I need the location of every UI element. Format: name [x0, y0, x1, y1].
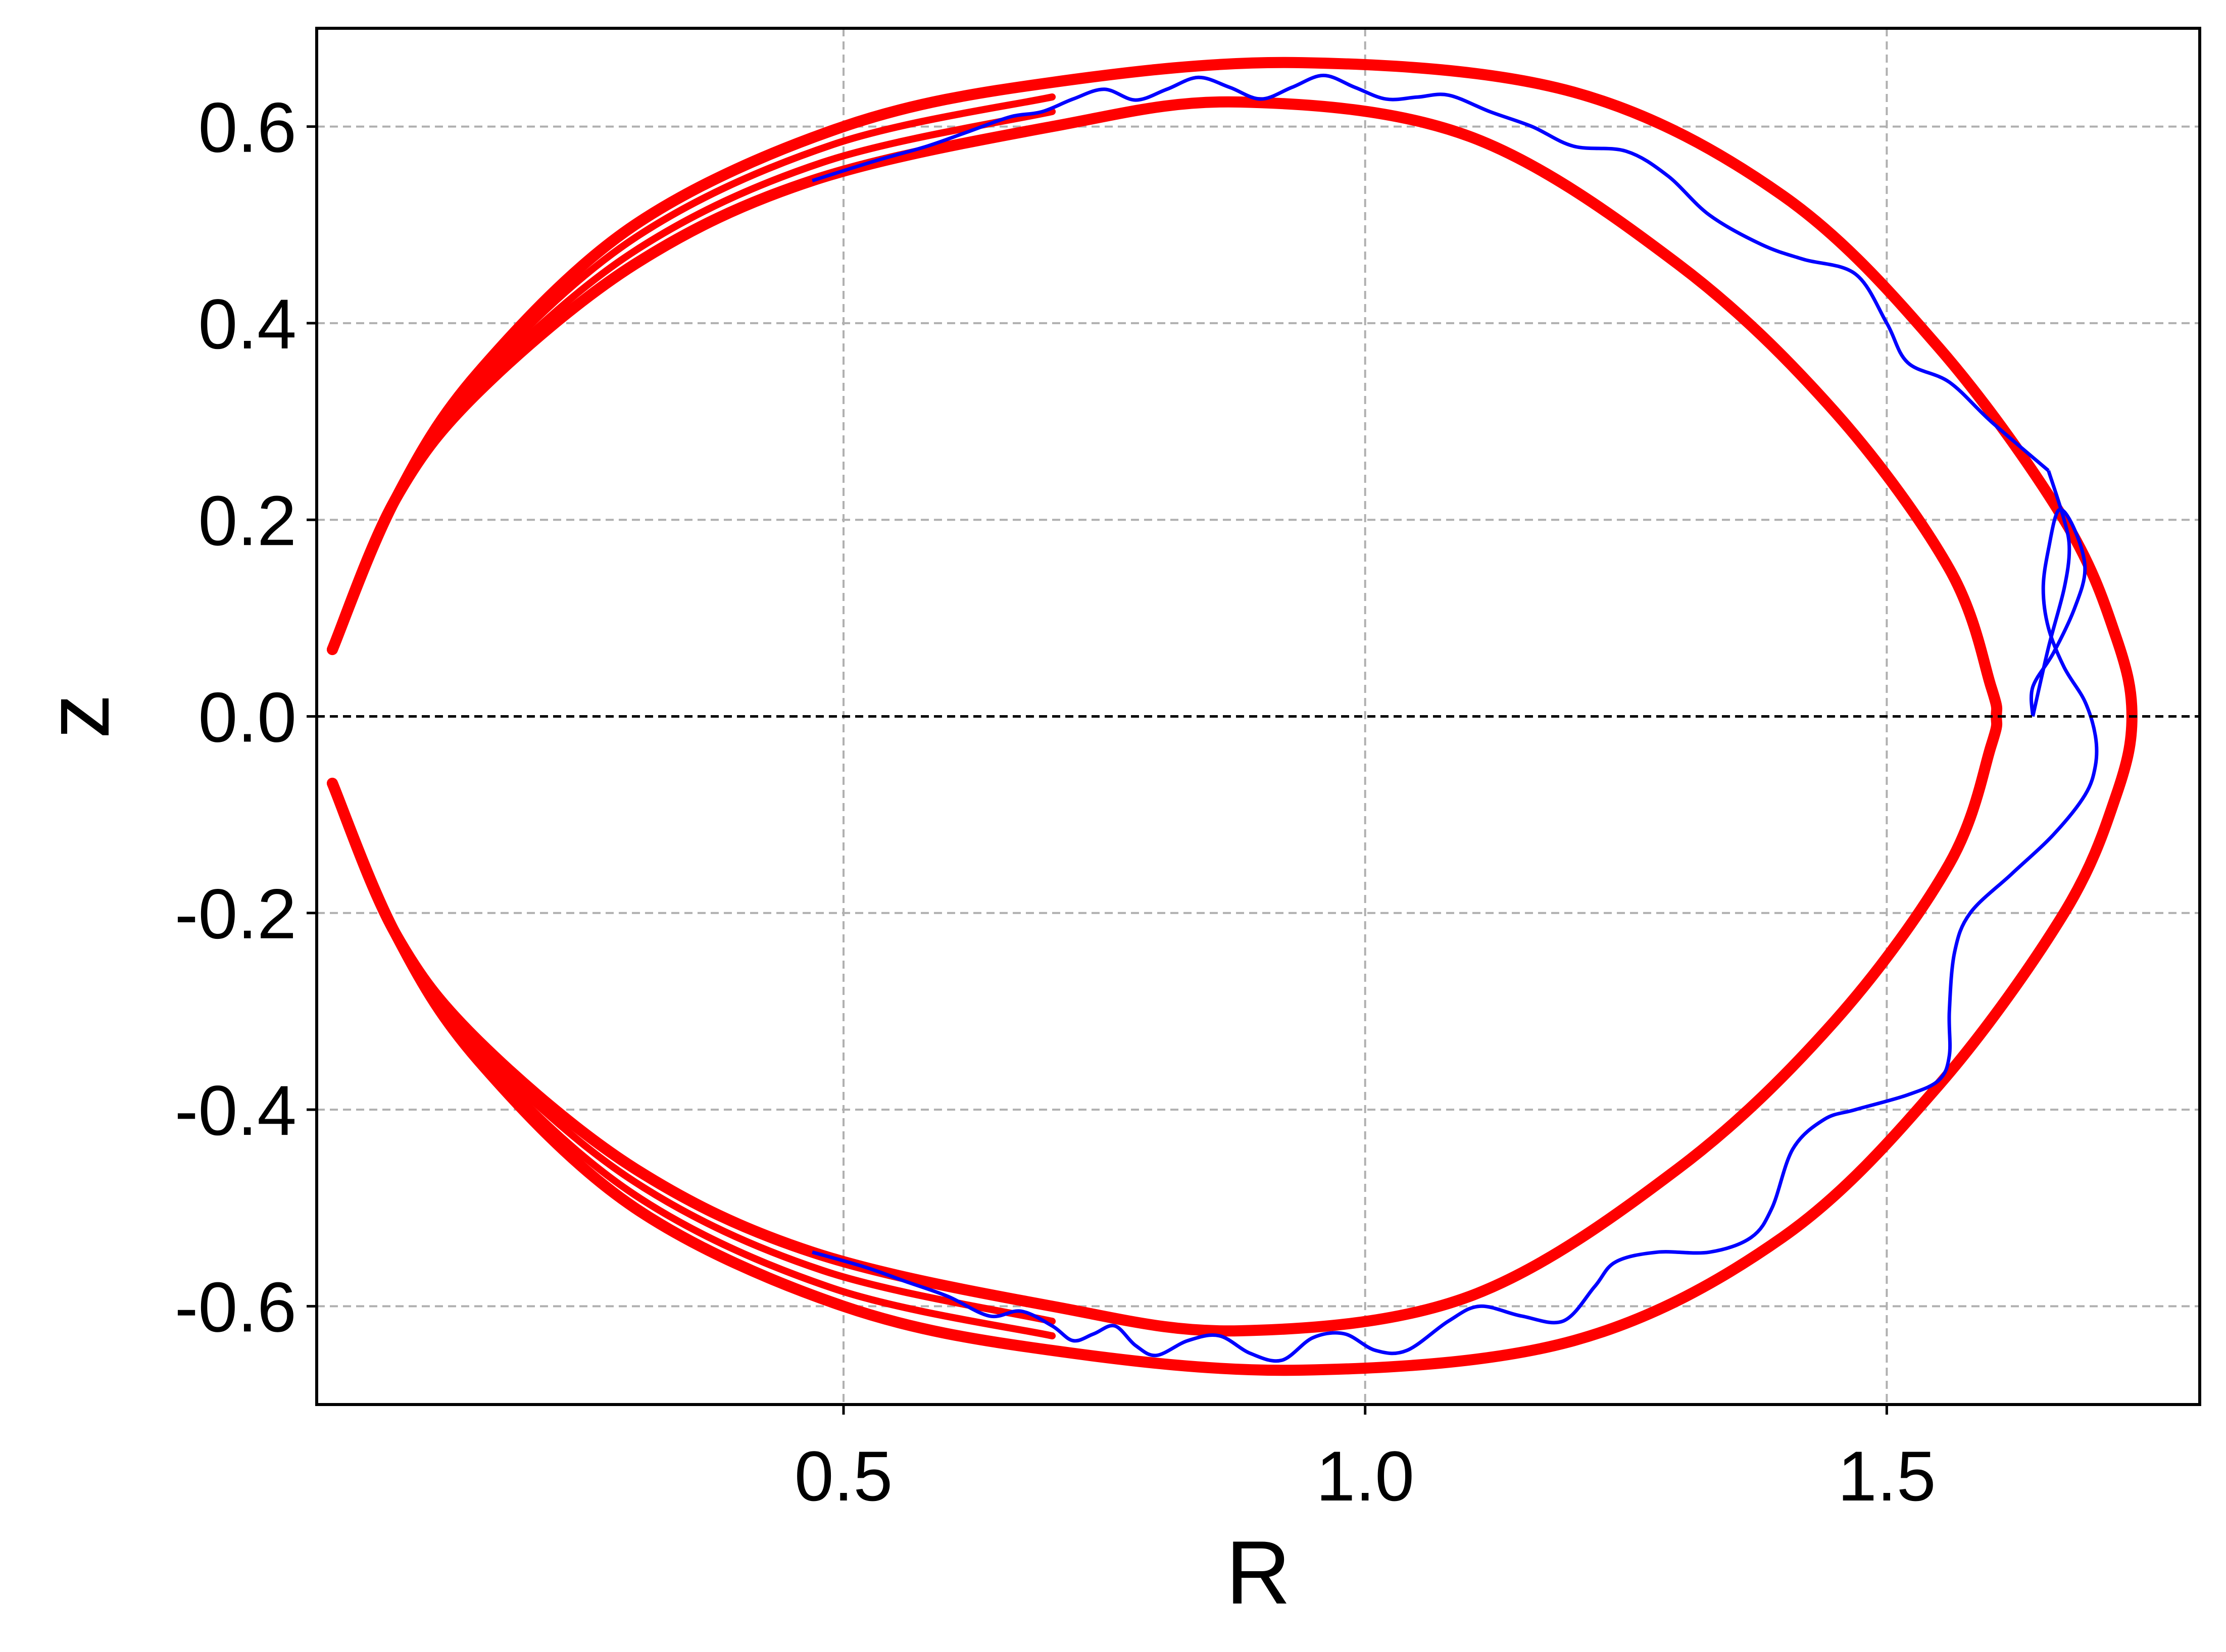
blue-trajectory-line [812, 73, 2050, 472]
y-tick-label: 0.4 [198, 284, 296, 364]
y-tick-label: -0.4 [175, 1071, 296, 1150]
data-series [327, 57, 2138, 1376]
blue-trajectory-line [2031, 470, 2071, 717]
y-tick-label: 0.6 [198, 88, 296, 167]
y-tick-label: -0.6 [175, 1267, 296, 1346]
y-axis-label: z [27, 694, 128, 739]
x-axis-label: R [1226, 1522, 1291, 1623]
y-tick-label: -0.2 [175, 874, 296, 954]
y-tick-label: 0.2 [198, 481, 296, 560]
x-tick-label: 0.5 [795, 1436, 893, 1516]
red-strand [329, 779, 1056, 1325]
x-tick-label: 1.0 [1316, 1436, 1414, 1516]
x-tick-label: 1.5 [1838, 1436, 1936, 1516]
y-tick-label: 0.0 [198, 678, 296, 757]
red-strand [329, 93, 1056, 654]
red-strand [329, 779, 1056, 1339]
tick-labels: 0.5 1.0 1.5 -0.6 -0.4 -0.2 0.0 0.2 0.4 0.6 [175, 88, 1936, 1516]
red-strand [329, 108, 1056, 654]
